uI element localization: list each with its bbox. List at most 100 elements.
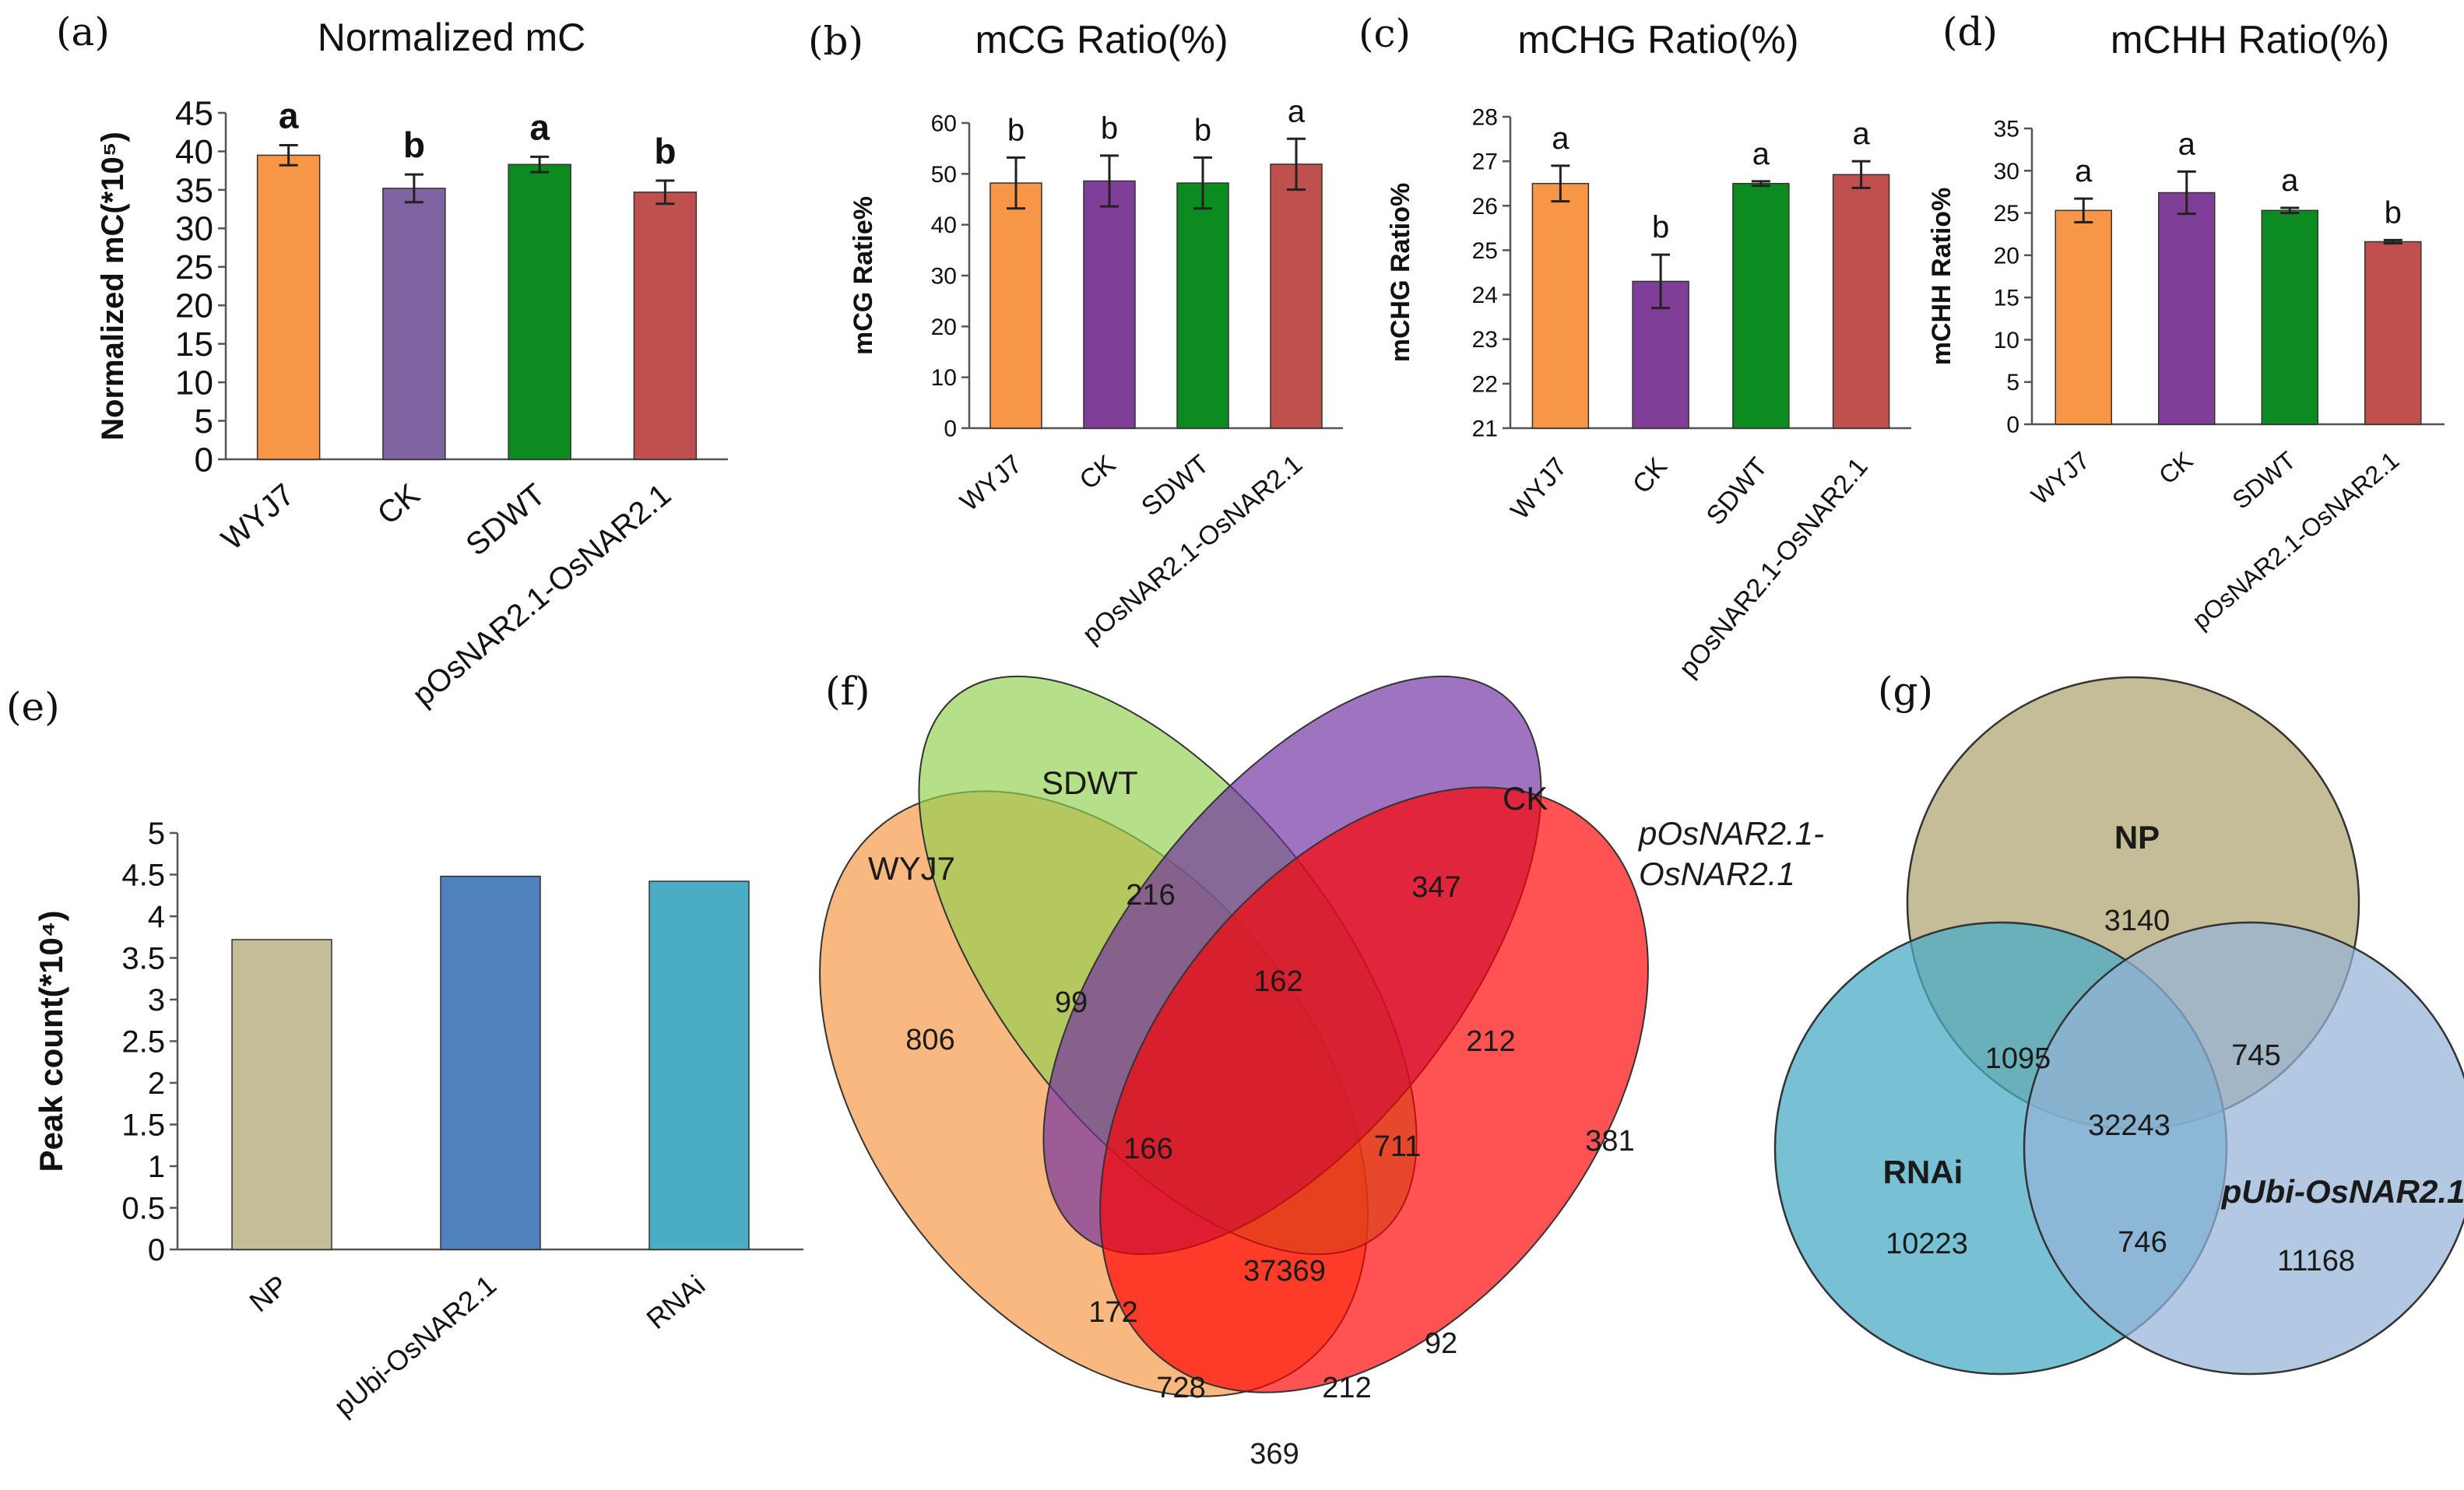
venn-f-region: 212: [1466, 1025, 1515, 1058]
y-tick-label-e: 2.5: [121, 1025, 165, 1060]
bar-c: [1732, 182, 1790, 429]
y-tick-label-d: 35: [1994, 117, 2019, 142]
x-tick-label-a: CK: [371, 477, 427, 532]
venn-f-region: 212: [1322, 1372, 1371, 1404]
y-tick-label-d: 30: [1994, 159, 2019, 184]
y-tick-label-b: 0: [944, 416, 957, 442]
significance-letter-a: a: [529, 107, 550, 147]
venn-f-label-ck: CK: [1503, 780, 1548, 817]
x-tick-label-e: pUbi-OsNAR2.1: [328, 1269, 502, 1422]
significance-letter-b: b: [1007, 113, 1025, 147]
bar-e: [231, 939, 332, 1250]
bar-b: [1270, 163, 1323, 429]
significance-letter-a: b: [654, 131, 676, 171]
y-tick-label-c: 26: [1472, 194, 1498, 220]
significance-letter-c: a: [1552, 121, 1569, 156]
significance-letter-d: a: [2178, 127, 2196, 161]
panel-letter-e: (e): [6, 684, 60, 729]
venn-f: WYJ7 SDWT CK pOsNAR2.1- OsNAR2.1 806 216…: [819, 675, 1824, 1471]
x-tick-label-d: CK: [2153, 446, 2198, 490]
y-tick-label-d: 10: [1994, 328, 2019, 353]
venn-g-region: 3140: [2104, 905, 2170, 937]
venn-f-region: 347: [1411, 871, 1460, 904]
y-tick-label-a: 25: [175, 248, 213, 286]
significance-letter-c: b: [1652, 210, 1669, 244]
bar-d: [2261, 209, 2318, 425]
chart-title-d: mCHH Ratio(%): [2111, 18, 2389, 61]
bar-d: [2364, 241, 2422, 425]
y-tick-label-a: 40: [175, 133, 213, 171]
significance-letter-a: b: [403, 125, 425, 165]
y-tick-label-a: 30: [175, 210, 213, 248]
bar-d: [2158, 192, 2216, 425]
bar-c: [1531, 182, 1590, 429]
y-tick-label-a: 20: [175, 287, 213, 325]
venn-g-label-pubi: pUbi-OsNAR2.1: [2221, 1173, 2464, 1210]
y-tick-label-e: 4: [148, 900, 165, 934]
chart-title-a: Normalized mC: [318, 16, 586, 59]
venn-f-region: 216: [1126, 879, 1175, 912]
y-axis-label-b: mCG Ratie%: [849, 196, 878, 355]
bar-c: [1832, 174, 1890, 429]
bar-e: [440, 875, 541, 1250]
y-tick-label-c: 25: [1472, 238, 1498, 264]
x-tick-label-c: pOsNAR2.1-OsNAR2.1: [1673, 452, 1873, 684]
venn-g: NP RNAi pUbi-OsNAR2.1 3140 10223 11168 1…: [1773, 676, 2464, 1376]
bar-b: [1176, 182, 1229, 429]
y-tick-label-c: 22: [1472, 371, 1498, 397]
venn-g-region: 11168: [2277, 1245, 2355, 1277]
y-tick-label-c: 24: [1472, 283, 1498, 308]
venn-g-region: 32243: [2088, 1109, 2170, 1142]
x-tick-label-d: pOsNAR2.1-OsNAR2.1: [2187, 446, 2404, 634]
significance-letter-b: a: [1288, 94, 1306, 128]
y-tick-label-e: 1.5: [121, 1109, 165, 1143]
x-tick-label-e: RNAi: [640, 1269, 711, 1335]
y-tick-label-a: 5: [195, 402, 213, 441]
significance-letter-d: b: [2385, 195, 2402, 230]
venn-f-region: 381: [1585, 1125, 1634, 1158]
x-tick-label-a: WYJ7: [215, 477, 301, 557]
venn-f-region: 92: [1425, 1327, 1457, 1360]
venn-g-label-rnai: RNAi: [1883, 1154, 1963, 1190]
bar-c: [1632, 280, 1689, 429]
y-tick-label-a: 45: [175, 94, 213, 132]
y-tick-label-a: 35: [175, 171, 213, 209]
venn-f-label-sdwt: SDWT: [1042, 764, 1138, 801]
bar-a: [256, 154, 321, 460]
venn-f-region: 728: [1156, 1372, 1205, 1404]
y-tick-label-c: 21: [1472, 416, 1498, 442]
y-axis-label-c: mCHG Ratio%: [1386, 183, 1415, 362]
bar-a: [633, 192, 698, 460]
y-tick-label-e: 3.5: [121, 942, 165, 976]
y-tick-label-e: 3: [148, 983, 165, 1017]
y-tick-label-a: 0: [195, 441, 213, 479]
x-tick-label-c: CK: [1627, 452, 1674, 499]
venn-f-region: 99: [1055, 986, 1088, 1019]
y-tick-label-a: 15: [175, 325, 213, 364]
x-tick-label-a: SDWT: [459, 477, 551, 562]
y-axis-label-a: Normalized mC(*10⁵): [96, 132, 130, 441]
venn-f-region: 711: [1374, 1130, 1422, 1163]
panel-letter-d: (d): [1942, 9, 1998, 54]
venn-f-ellipse-posnar: [1099, 786, 1649, 1393]
significance-letter-b: b: [1101, 111, 1118, 146]
bar-b: [989, 182, 1042, 429]
y-tick-label-d: 5: [2006, 370, 2019, 395]
chart-title-b: mCG Ratio(%): [975, 18, 1228, 61]
chart-title-c: mCHG Ratio(%): [1517, 18, 1798, 61]
venn-f-region: 37369: [1243, 1255, 1326, 1288]
panel-letter-c: (c): [1359, 11, 1411, 56]
x-tick-label-e: NP: [243, 1269, 294, 1319]
bar-b: [1083, 180, 1136, 429]
panel-letter-g: (g): [1878, 669, 1933, 714]
chart-mcg-ratio: mCG Ratio(%) mCG Ratie% 0 10 20 30 40 50 60 b WYJ7…: [849, 18, 1343, 649]
y-tick-label-e: 4.5: [121, 859, 165, 893]
y-tick-label-b: 30: [931, 264, 957, 290]
venn-f-region: 806: [905, 1024, 954, 1056]
y-tick-label-d: 25: [1994, 201, 2019, 227]
significance-letter-d: a: [2075, 154, 2093, 188]
significance-letter-b: b: [1194, 113, 1211, 147]
venn-f-region: 172: [1088, 1296, 1137, 1329]
x-tick-label-d: WYJ7: [2026, 446, 2095, 510]
significance-letter-a: a: [279, 96, 299, 136]
